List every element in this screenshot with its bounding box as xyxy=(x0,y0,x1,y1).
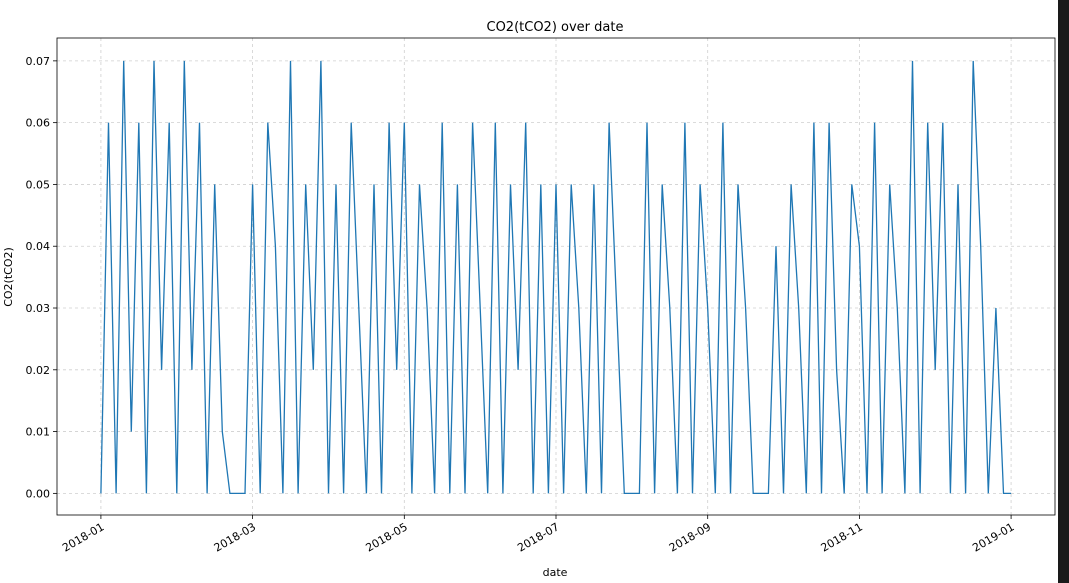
x-tick-label: 2018-01 xyxy=(60,520,106,554)
plot-frame xyxy=(56,37,1056,516)
chart-title: CO2(tCO2) over date xyxy=(487,20,624,35)
window-edge xyxy=(1058,0,1069,583)
y-tick-label: 0.01 xyxy=(26,426,51,439)
line-series xyxy=(100,60,1012,495)
y-tick-label: 0.05 xyxy=(26,178,51,191)
x-tick-label: 2018-07 xyxy=(515,520,561,554)
x-tick-label: 2018-09 xyxy=(667,520,713,554)
x-tick-label: 2018-03 xyxy=(212,520,258,554)
y-tick-label: 0.03 xyxy=(26,302,51,315)
x-tick-label: 2018-05 xyxy=(363,520,409,554)
y-tick-label: 0.02 xyxy=(26,364,51,377)
y-tick-label: 0.04 xyxy=(26,240,51,253)
y-tick-label: 0.00 xyxy=(26,487,51,500)
y-axis-label: CO2(tCO2) xyxy=(2,247,15,307)
x-tick-label: 2019-01 xyxy=(970,520,1016,554)
y-tick-label: 0.07 xyxy=(26,55,51,68)
x-tick-label: 2018-11 xyxy=(819,520,865,554)
x-axis-label: date xyxy=(543,566,568,579)
y-tick-label: 0.06 xyxy=(26,117,51,130)
